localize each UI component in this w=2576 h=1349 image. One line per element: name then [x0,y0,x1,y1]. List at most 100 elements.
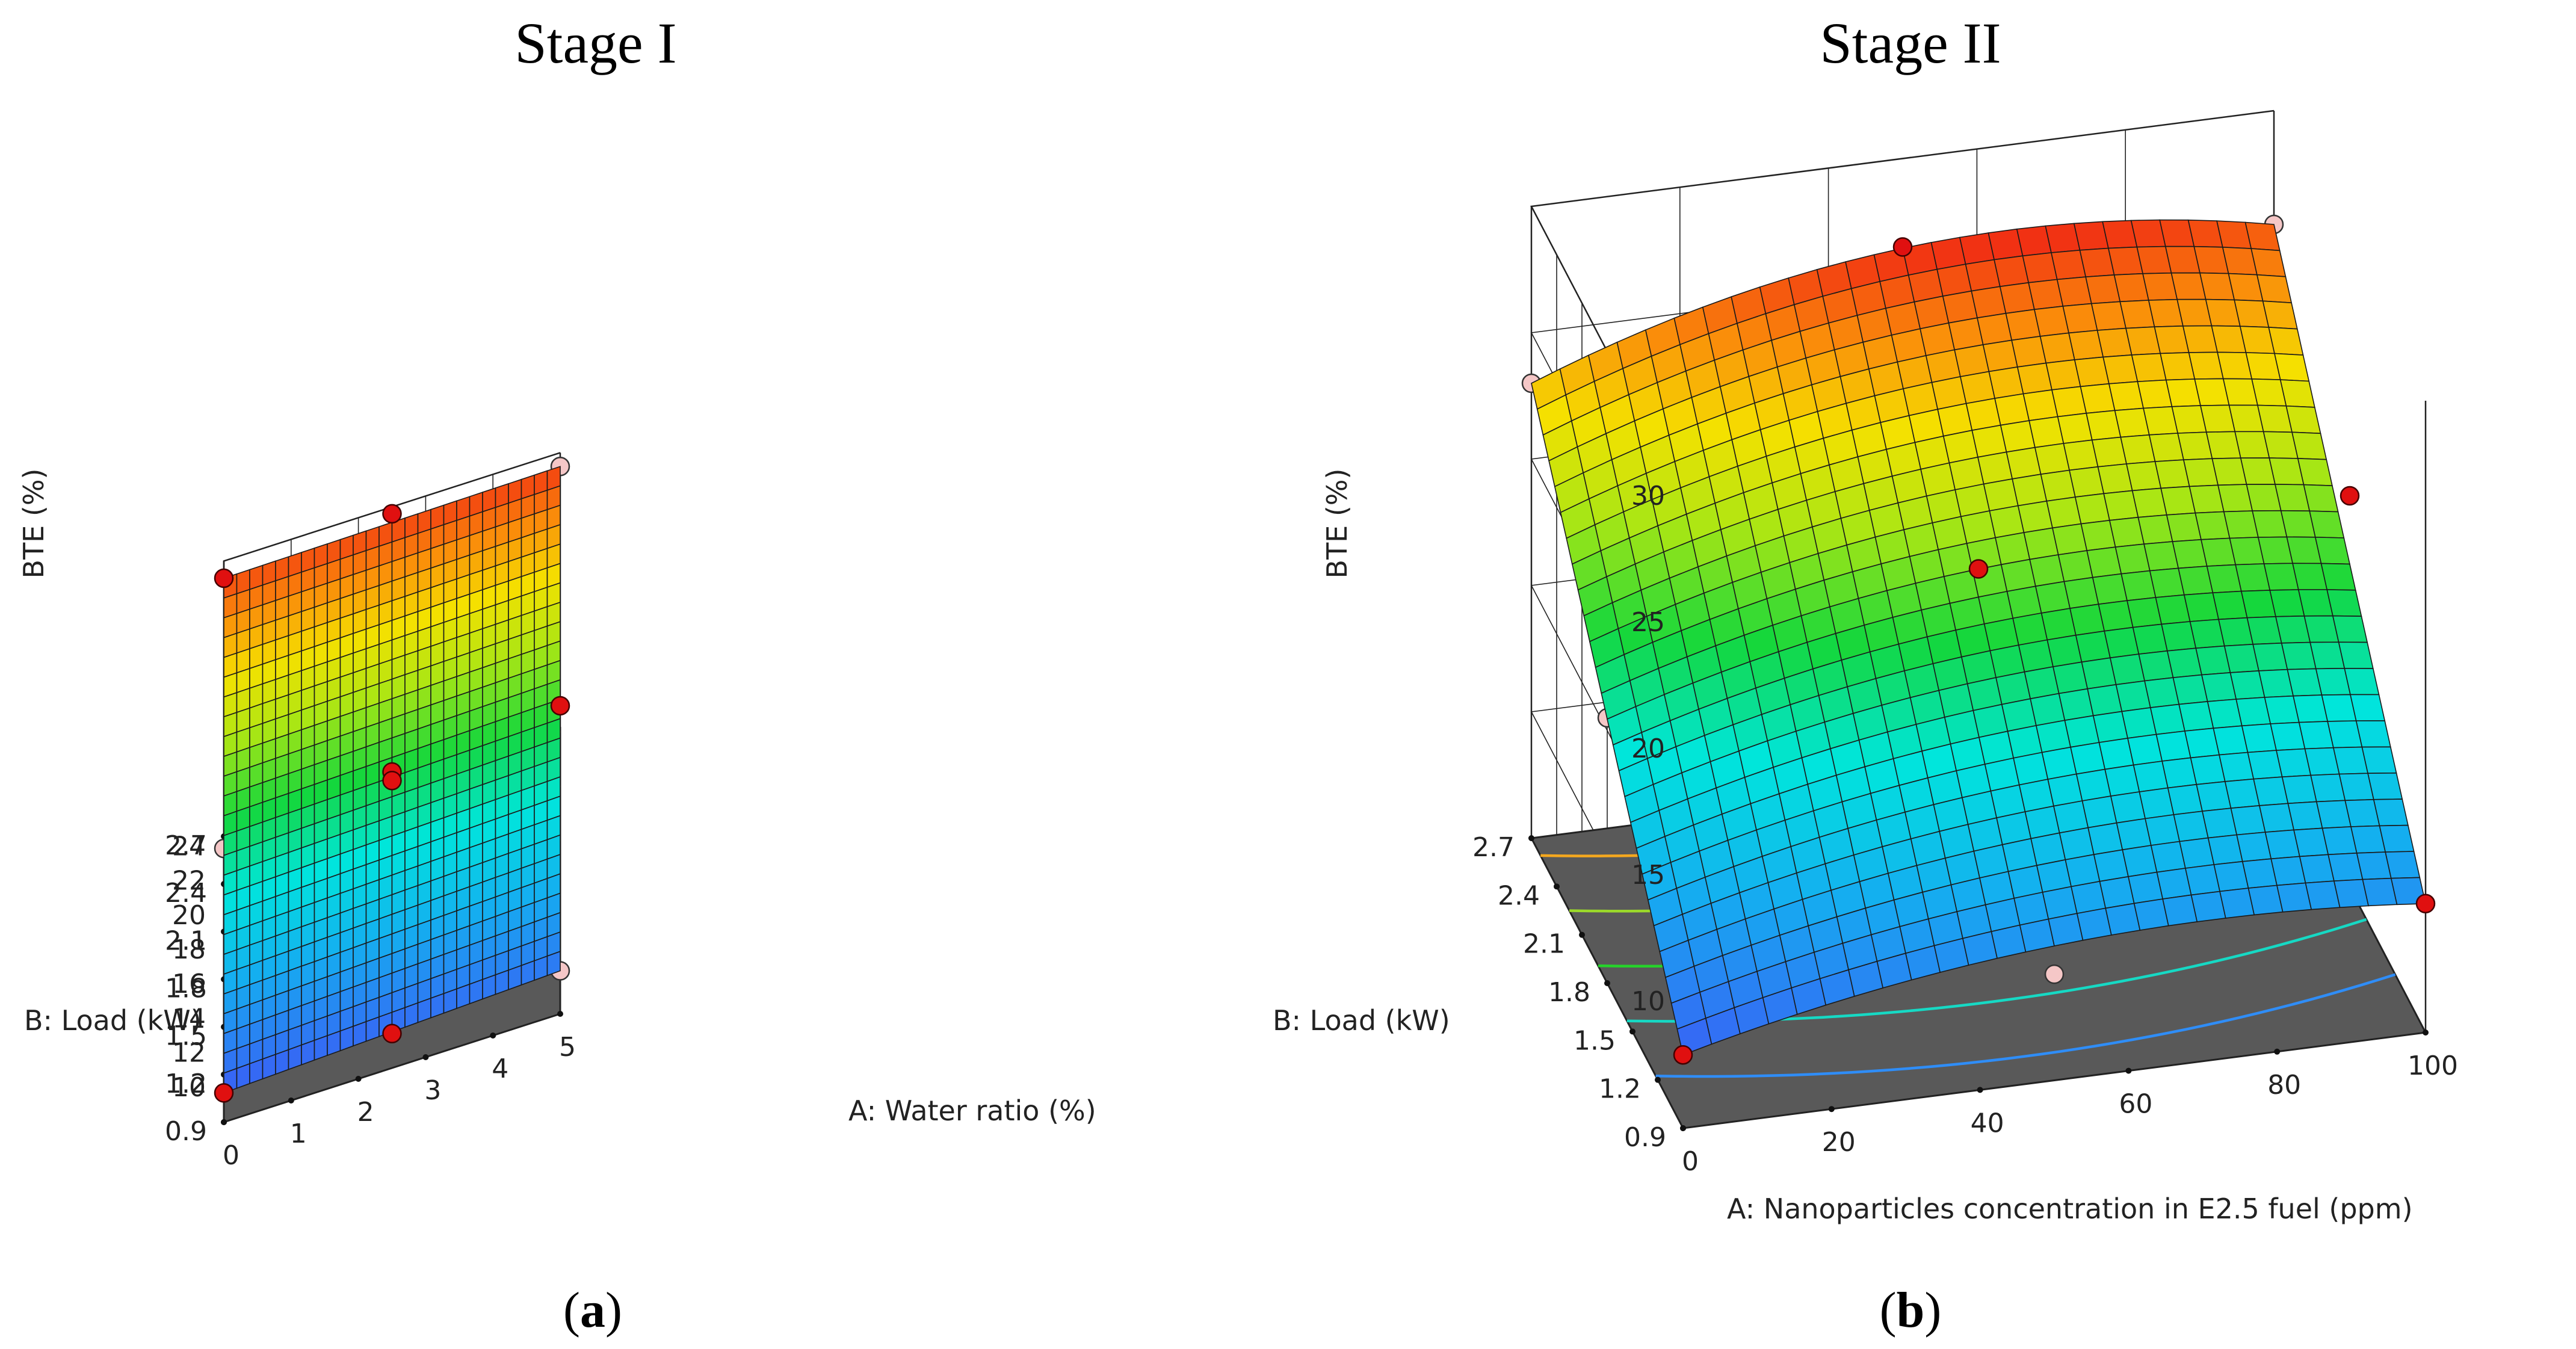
chart1-surface-cell [2250,248,2287,277]
chart1-y-tick-label: 1.2 [1599,1074,1641,1105]
panel-a-label: (a) [563,1282,622,1338]
chart1-x-axis-label: A: Nanoparticles concentration in E2.5 f… [1727,1193,2413,1225]
chart0-y-tick-label: 1.2 [165,1069,207,1099]
chart1-z-tick-label: 30 [1631,481,1665,511]
chart1-y-tickmark [1579,931,1585,938]
chart0-surface-cell [508,965,522,990]
chart1-surface-cell [2291,431,2327,460]
chart1-x-tickmark [1828,1106,1835,1113]
chart1-x-tickmark [2423,1030,2429,1036]
chart0-design-points [214,504,570,1103]
chart1-surface [1531,219,2426,1056]
chart1-design-point [1892,237,1913,257]
chart0-y-tick-label: 1.5 [165,1021,207,1052]
chart1-design-point [1968,559,1989,579]
chart1-surface-cell [2344,667,2380,696]
chart1-z-tick-label: 10 [1631,986,1665,1017]
chart0-surface-cell [301,1039,315,1066]
chart0-surface [223,466,561,1094]
chart0-surface-cell [469,978,483,1005]
chart1-design-point [2340,486,2360,506]
chart1-x-tickmark [2274,1048,2281,1055]
chart0-surface-cell [314,1035,328,1061]
chart1-y-tickmark [1554,883,1560,890]
chart0-z-tick-label: 22 [172,866,206,897]
chart0-x-tickmark [557,1011,563,1017]
chart1-y-tickmark [1604,980,1610,986]
chart1-x-tick-label: 80 [2267,1070,2301,1100]
chart1-surface-cell [2268,327,2304,356]
chart0-x-tickmark [490,1033,496,1039]
chart1-tick-labels: 0 20 40 60 80 100 0.9 1.2 1.5 1.8 2.1 2.4 2.7 10 15 20 2… [1472,481,2458,1177]
chart1-y-tick-label: 2.7 [1472,832,1515,863]
chart1-y-tickmark [1655,1076,1661,1083]
chart0-x-tickmark [422,1054,429,1060]
chart0-surface-cell [495,969,509,995]
chart0-surface-cell [430,993,445,1019]
chart1-x-tick-label: 100 [2408,1051,2458,1081]
chart1-surface-cell [2355,720,2391,748]
chart0-surface-cell [404,1002,419,1028]
chart1-design-point [1673,1045,1693,1065]
chart1-surface-cell [2279,379,2315,408]
chart1-surface-cell [2367,772,2403,800]
chart1-x-tickmark [1977,1087,1983,1093]
chart0-x-tickmark [288,1097,294,1104]
chart0-z-tick-label: 10 [172,1072,206,1103]
chart0-x-tick-label: 1 [290,1119,307,1149]
chart0-x-tick-label: 5 [559,1032,576,1063]
chart0-x-tickmark [355,1076,362,1082]
chart1-y-tickmark [1680,1125,1686,1131]
chart1-z-tick-label: 25 [1631,607,1665,638]
chart0-y-tick-label: 1.8 [165,974,207,1004]
chart0-surface-cell [288,1044,302,1070]
chart0-surface-cell [339,1025,354,1052]
chart0-surface-cell [249,1058,264,1084]
chart1-y-tick-label: 2.4 [1498,880,1540,911]
chart0-design-point [550,696,570,716]
chart-stage-1: 0123450.91.21.51.82.12.42.71012141618202… [17,452,1096,1171]
chart0-surface-cell [262,1054,276,1080]
chart1-surface-cell [2314,536,2351,565]
chart1-surface-cell [2338,641,2374,669]
chart0-x-axis-label: A: Water ratio (%) [848,1094,1096,1127]
chart0-z-tick-label: 14 [172,1003,206,1034]
chart1-surface-cell [2262,300,2298,330]
chart1-z-tick-label: 20 [1631,733,1665,764]
chart1-surface-cell [2244,221,2281,252]
chart1-design-point [2415,894,2436,914]
chart0-y-tick-label: 2.4 [165,878,207,909]
chart1-surface-cell [2320,563,2356,591]
chart0-surface-cell [546,951,561,977]
chart0-design-point [214,568,234,588]
chart1-surface-cell [2332,615,2368,643]
chart0-design-point [214,1083,234,1103]
chart1-z-axis-label: BTE (%) [1321,469,1353,579]
chart1-surface-cell [2326,589,2362,617]
chart1-floor-contour [1655,973,2396,1078]
chart1-surface-cell [2379,824,2415,853]
chart1-y-tickmark [1629,1028,1635,1035]
chart0-surface-cell [520,960,535,986]
chart1-surface-cell [2361,746,2397,774]
chart1-surface-cell [2297,458,2333,487]
chart1-surface-cell [2309,510,2345,539]
panel-b-title: Stage II [1820,11,2001,75]
chart1-x-tick-label: 0 [1682,1146,1699,1177]
chart0-z-tick-label: 20 [172,900,206,931]
chart0-tick-labels: 0123450.91.21.51.82.12.42.71012141618202… [165,830,576,1171]
chart0-x-tick-label: 0 [223,1140,239,1171]
chart0-surface-cell [443,988,457,1014]
chart1-design-points [1673,237,2436,1065]
chart1-y-tick-label: 1.8 [1548,977,1590,1008]
chart1-x-tick-label: 40 [1971,1108,2004,1138]
chart1-x-tick-label: 20 [1822,1127,1856,1158]
chart1-surface-cell [2256,274,2293,304]
chart1-y-tick-label: 1.5 [1574,1025,1616,1056]
chart1-x-tickmark [2125,1067,2132,1074]
chart0-surface-cell [327,1030,341,1057]
chart0-surface-cell [534,955,548,981]
chart0-z-tick-label: 24 [172,831,206,862]
chart1-z-tick-label: 15 [1631,860,1665,891]
chart0-surface-cell [275,1049,289,1075]
